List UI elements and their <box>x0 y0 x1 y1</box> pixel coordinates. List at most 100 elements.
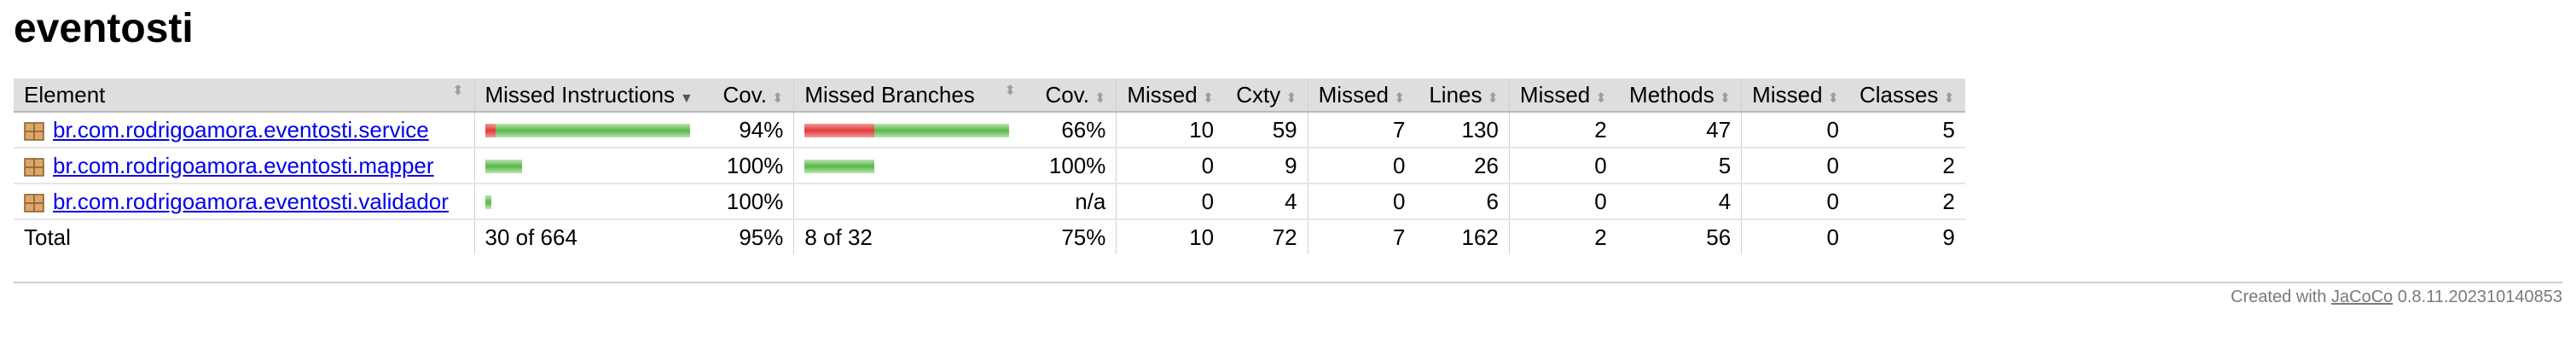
lines: 26 <box>1415 148 1510 184</box>
sort-arrows-icon: ⬍ <box>1827 90 1839 106</box>
missed-lines: 0 <box>1307 183 1416 220</box>
header-row: Element ⬍ Missed Instructions ▼ Cov. ⬍ Miss… <box>14 79 1965 113</box>
sort-arrows-icon: ⬍ <box>1595 90 1607 106</box>
header-missed-branches[interactable]: Missed Branches ⬍ <box>793 79 1026 113</box>
footer: Created with JaCoCo 0.8.11.202310140853 <box>2231 288 2562 307</box>
total-missed-methods: 2 <box>1508 218 1617 254</box>
total-missed-cxty: 10 <box>1116 218 1225 254</box>
instructions-covered-bar <box>495 123 690 137</box>
instructions-missed-bar <box>484 123 496 137</box>
footer-divider <box>14 282 2562 283</box>
branches-missed-bar <box>804 123 875 137</box>
branches-bar-cell <box>793 148 1026 184</box>
package-link[interactable]: br.com.rodrigoamora.eventosti.mapper <box>53 152 434 178</box>
cov-branches: n/a <box>1025 183 1117 220</box>
total-branches: 8 of 32 <box>793 218 1026 254</box>
element-cell: br.com.rodrigoamora.eventosti.validador <box>14 183 474 220</box>
cov-instructions: 100% <box>703 148 794 184</box>
total-cxty: 72 <box>1224 218 1308 254</box>
header-cxty[interactable]: Cxty ⬍ <box>1224 79 1308 113</box>
missed-cxty: 0 <box>1116 183 1225 220</box>
header-missed-lines[interactable]: Missed ⬍ <box>1307 79 1416 113</box>
instructions-covered-bar <box>484 195 491 209</box>
header-methods[interactable]: Methods ⬍ <box>1616 79 1742 113</box>
package-link[interactable]: br.com.rodrigoamora.eventosti.validador <box>53 188 449 214</box>
total-missed-lines: 7 <box>1307 218 1416 254</box>
header-lines[interactable]: Lines ⬍ <box>1415 79 1510 113</box>
methods: 47 <box>1616 112 1742 148</box>
missed-methods: 0 <box>1508 183 1617 220</box>
branches-bar-cell <box>793 112 1026 148</box>
header-cov-instructions[interactable]: Cov. ⬍ <box>703 79 794 113</box>
total-classes: 9 <box>1848 218 1965 254</box>
lines: 130 <box>1415 112 1510 148</box>
methods: 5 <box>1616 148 1742 184</box>
header-element[interactable]: Element ⬍ <box>14 79 474 113</box>
branches-bar-cell <box>793 183 1026 220</box>
sort-arrows-icon: ⬍ <box>1487 90 1499 106</box>
total-label: Total <box>14 218 474 254</box>
cxty: 9 <box>1224 148 1308 184</box>
footer-prefix: Created with <box>2231 288 2327 306</box>
sort-arrows-icon: ⬍ <box>771 90 784 106</box>
header-missed-methods[interactable]: Missed ⬍ <box>1508 79 1617 113</box>
missed-methods: 2 <box>1508 112 1617 148</box>
missed-classes: 0 <box>1741 112 1849 148</box>
jacoco-link[interactable]: JaCoCo <box>2331 288 2393 306</box>
missed-lines: 7 <box>1307 112 1416 148</box>
table-row: br.com.rodrigoamora.eventosti.validador 1… <box>14 183 1965 220</box>
element-cell: br.com.rodrigoamora.eventosti.mapper <box>14 148 474 184</box>
package-link[interactable]: br.com.rodrigoamora.eventosti.service <box>53 116 429 143</box>
package-icon <box>24 192 44 212</box>
lines: 6 <box>1415 183 1510 220</box>
total-lines: 162 <box>1415 218 1510 254</box>
total-cov-instructions: 95% <box>703 218 794 254</box>
sort-arrows-icon: ⬍ <box>1943 90 1955 106</box>
package-icon <box>24 120 44 141</box>
sort-arrows-icon: ⬍ <box>1094 90 1106 106</box>
coverage-table: Element ⬍ Missed Instructions ▼ Cov. ⬍ Miss… <box>14 79 1965 254</box>
missed-methods: 0 <box>1508 148 1617 184</box>
cov-instructions: 94% <box>703 112 794 148</box>
package-icon <box>24 156 44 177</box>
instructions-bar-cell <box>473 112 704 148</box>
missed-classes: 0 <box>1741 183 1849 220</box>
missed-cxty: 0 <box>1116 148 1225 184</box>
cov-instructions: 100% <box>703 183 794 220</box>
cov-branches: 100% <box>1025 148 1117 184</box>
page-title: eventosti <box>14 6 194 51</box>
table-row: br.com.rodrigoamora.eventosti.service 94%… <box>14 112 1965 148</box>
header-missed-cxty[interactable]: Missed ⬍ <box>1116 79 1225 113</box>
header-cov-branches[interactable]: Cov. ⬍ <box>1025 79 1117 113</box>
cov-branches: 66% <box>1025 112 1117 148</box>
missed-cxty: 10 <box>1116 112 1225 148</box>
sort-arrows-icon: ⬍ <box>1202 90 1215 106</box>
missed-classes: 0 <box>1741 148 1849 184</box>
total-instructions: 30 of 664 <box>473 218 704 254</box>
cxty: 59 <box>1224 112 1308 148</box>
total-row: Total 30 of 664 95% 8 of 32 75% 10 72 7 … <box>14 218 1965 254</box>
instructions-bar-cell <box>473 183 704 220</box>
total-methods: 56 <box>1616 218 1742 254</box>
methods: 4 <box>1616 183 1742 220</box>
total-cov-branches: 75% <box>1025 218 1117 254</box>
header-classes[interactable]: Classes ⬍ <box>1848 79 1965 113</box>
total-missed-classes: 0 <box>1741 218 1849 254</box>
sort-arrows-icon: ⬍ <box>452 83 464 98</box>
classes: 5 <box>1848 112 1965 148</box>
instructions-bar-cell <box>473 148 704 184</box>
branches-covered-bar <box>804 159 875 173</box>
instructions-covered-bar <box>484 159 522 173</box>
table-row: br.com.rodrigoamora.eventosti.mapper 100%… <box>14 148 1965 184</box>
sort-arrows-icon: ⬍ <box>1719 90 1732 106</box>
footer-version: 0.8.11.202310140853 <box>2397 288 2562 306</box>
cxty: 4 <box>1224 183 1308 220</box>
sort-arrows-icon: ⬍ <box>1004 83 1016 98</box>
classes: 2 <box>1848 148 1965 184</box>
sort-down-icon: ▼ <box>680 90 693 106</box>
header-missed-instructions[interactable]: Missed Instructions ▼ <box>473 79 704 113</box>
header-missed-classes[interactable]: Missed ⬍ <box>1741 79 1849 113</box>
sort-arrows-icon: ⬍ <box>1285 90 1297 106</box>
sort-arrows-icon: ⬍ <box>1394 90 1406 106</box>
element-cell: br.com.rodrigoamora.eventosti.service <box>14 112 474 148</box>
